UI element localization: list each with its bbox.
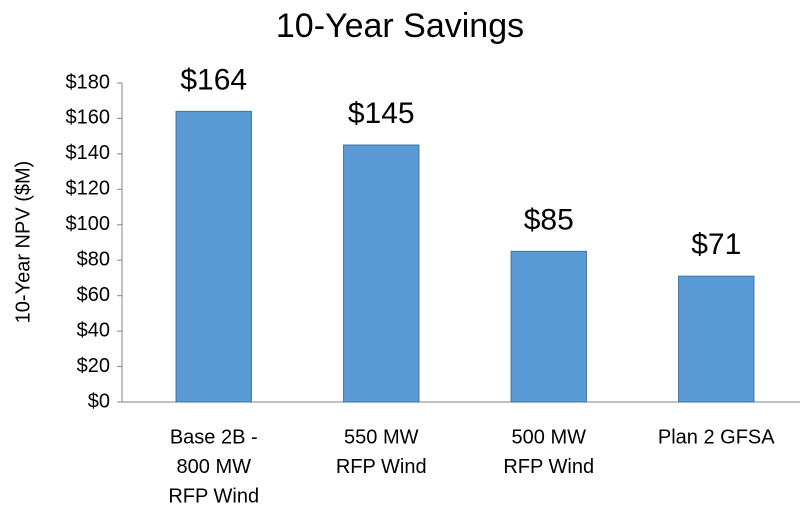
y-tick-label: $20: [77, 355, 110, 377]
y-tick-label: $0: [88, 390, 110, 412]
bar: [175, 110, 252, 403]
x-tick-label: RFP Wind: [336, 456, 427, 478]
x-tick-label: RFP Wind: [503, 456, 594, 478]
bar: [510, 250, 587, 403]
y-tick-label: $60: [77, 284, 110, 306]
value-label: $85: [524, 203, 574, 236]
y-tick-label: $120: [66, 178, 111, 200]
y-tick-label: $100: [66, 213, 111, 235]
value-label: $145: [348, 97, 415, 130]
chart-title: 10-Year Savings: [276, 7, 524, 45]
bar: [343, 144, 420, 403]
bar: [678, 275, 755, 403]
y-tick-label: $40: [77, 319, 110, 341]
x-tick-label: Plan 2 GFSA: [658, 426, 775, 448]
y-tick-label: $80: [77, 249, 110, 271]
y-tick-label: $180: [66, 71, 111, 93]
x-tick-label: Base 2B -: [170, 426, 258, 448]
y-tick-label: $160: [66, 107, 111, 129]
x-tick-label: 800 MW: [177, 456, 252, 478]
y-axis-title: 10-Year NPV ($M): [12, 161, 34, 324]
value-label: $71: [691, 228, 741, 261]
x-tick-label: 550 MW: [344, 426, 419, 448]
value-label: $164: [180, 63, 247, 96]
y-tick-label: $140: [66, 142, 111, 164]
x-tick-label: RFP Wind: [168, 485, 259, 507]
x-tick-label: 500 MW: [512, 426, 587, 448]
